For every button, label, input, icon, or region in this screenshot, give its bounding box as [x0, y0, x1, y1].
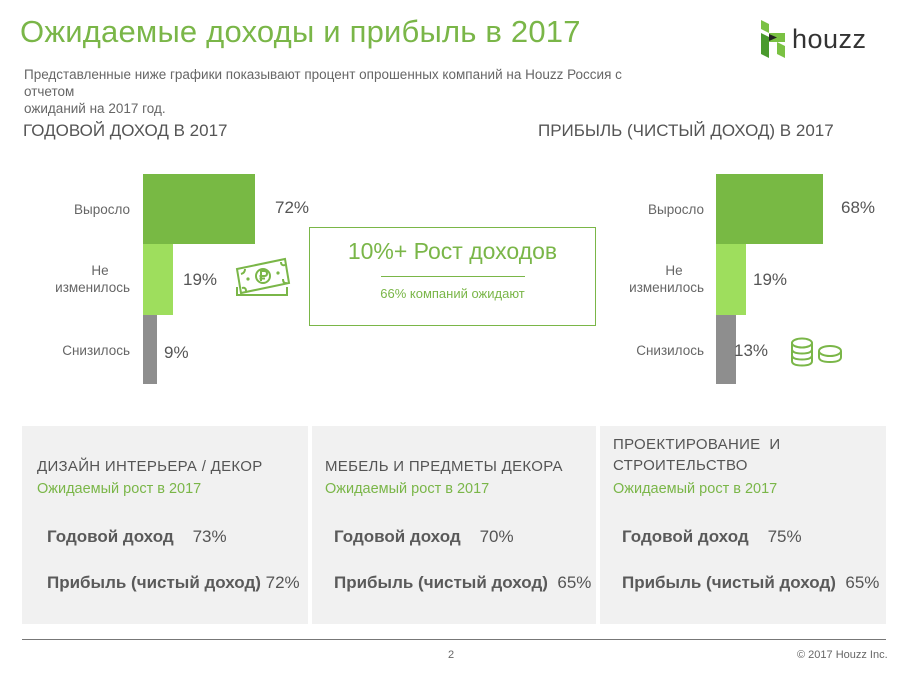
profit-label: Прибыль (чистый доход) [47, 573, 261, 592]
bar-declined [143, 315, 157, 384]
page-number: 2 [448, 649, 455, 661]
label-grew: Выросло [647, 202, 704, 217]
value-unchanged: 19% [183, 270, 218, 289]
panel-title: ПРОЕКТИРОВАНИЕ И СТРОИТЕЛЬСТВО [613, 436, 781, 474]
bar-grew [143, 174, 255, 244]
panel-design-construction: ПРОЕКТИРОВАНИЕ И СТРОИТЕЛЬСТВО Ожидаемый… [600, 426, 886, 624]
label-grew: Выросло [73, 202, 130, 217]
value-declined: 13% [734, 341, 769, 360]
revenue-value: 70% [479, 527, 514, 546]
revenue-label: Годовой доход [622, 527, 749, 546]
page-title: Ожидаемые доходы и прибыль в 2017 [20, 14, 581, 49]
panel-title: МЕБЕЛЬ И ПРЕДМЕТЫ ДЕКОРА [325, 458, 563, 475]
profit-value: 72% [265, 573, 300, 592]
coins-stack-icon [791, 337, 842, 367]
subtitle-line-2: ожиданий на 2017 год. [24, 101, 166, 116]
bar-unchanged [716, 244, 746, 315]
bar-grew [716, 174, 823, 244]
footer-divider [22, 639, 886, 640]
label-unchanged: Не изменилось [55, 263, 130, 295]
value-unchanged: 19% [753, 270, 788, 289]
value-grew: 68% [841, 198, 876, 217]
label-unchanged: Не изменилось [629, 263, 704, 295]
copyright: © 2017 Houzz Inc. [797, 649, 888, 661]
panel-revenue-row: Годовой доход 70% [334, 527, 514, 547]
panel-profit-row: Прибыль (чистый доход) 72% [47, 573, 300, 593]
revenue-value: 75% [767, 527, 802, 546]
profit-value: 65% [557, 573, 592, 592]
panel-profit-row: Прибыль (чистый доход) 65% [622, 573, 879, 593]
value-grew: 72% [275, 198, 310, 217]
value-declined: 9% [164, 343, 189, 362]
revenue-label: Годовой доход [47, 527, 174, 546]
profit-value: 65% [845, 573, 880, 592]
label-declined: Снизилось [636, 343, 704, 358]
panel-profit-row: Прибыль (чистый доход) 65% [334, 573, 591, 593]
panel-subtitle: Ожидаемый рост в 2017 [37, 481, 202, 497]
bar-declined [716, 315, 736, 384]
revenue-chart-heading: ГОДОВОЙ ДОХОД В 2017 [23, 121, 228, 140]
page-subtitle: Представленные ниже графики показывают п… [24, 66, 644, 117]
houzz-logo-text: houzz [792, 23, 867, 54]
panel-interior-design: ДИЗАЙН ИНТЕРЬЕРА / ДЕКОР Ожидаемый рост … [22, 426, 308, 624]
panel-title: ДИЗАЙН ИНТЕРЬЕРА / ДЕКОР [37, 458, 263, 475]
revenue-value: 73% [192, 527, 227, 546]
label-declined: Снизилось [62, 343, 130, 358]
profit-chart-heading: ПРИБЫЛЬ (ЧИСТЫЙ ДОХОД) В 2017 [538, 121, 834, 140]
houzz-logo-icon [761, 20, 785, 58]
ruble-banknote-icon [235, 257, 291, 296]
panel-furniture-decor: МЕБЕЛЬ И ПРЕДМЕТЫ ДЕКОРА Ожидаемый рост … [312, 426, 596, 624]
panel-revenue-row: Годовой доход 73% [47, 527, 227, 547]
callout-sub-text: 66% компаний ожидают [380, 286, 525, 301]
callout-main-text: 10%+ Рост доходов [347, 238, 558, 264]
profit-label: Прибыль (чистый доход) [334, 573, 548, 592]
houzz-logo: houzz [760, 20, 867, 58]
revenue-label: Годовой доход [334, 527, 461, 546]
revenue-growth-callout: 10%+ Рост доходов 66% компаний ожидают [309, 227, 596, 326]
profit-label: Прибыль (чистый доход) [622, 573, 836, 592]
panel-revenue-row: Годовой доход 75% [622, 527, 802, 547]
panel-subtitle: Ожидаемый рост в 2017 [613, 481, 778, 497]
bar-unchanged [143, 244, 173, 315]
subtitle-line-1: Представленные ниже графики показывают п… [24, 67, 622, 99]
callout-divider [380, 276, 525, 277]
panel-subtitle: Ожидаемый рост в 2017 [325, 481, 490, 497]
